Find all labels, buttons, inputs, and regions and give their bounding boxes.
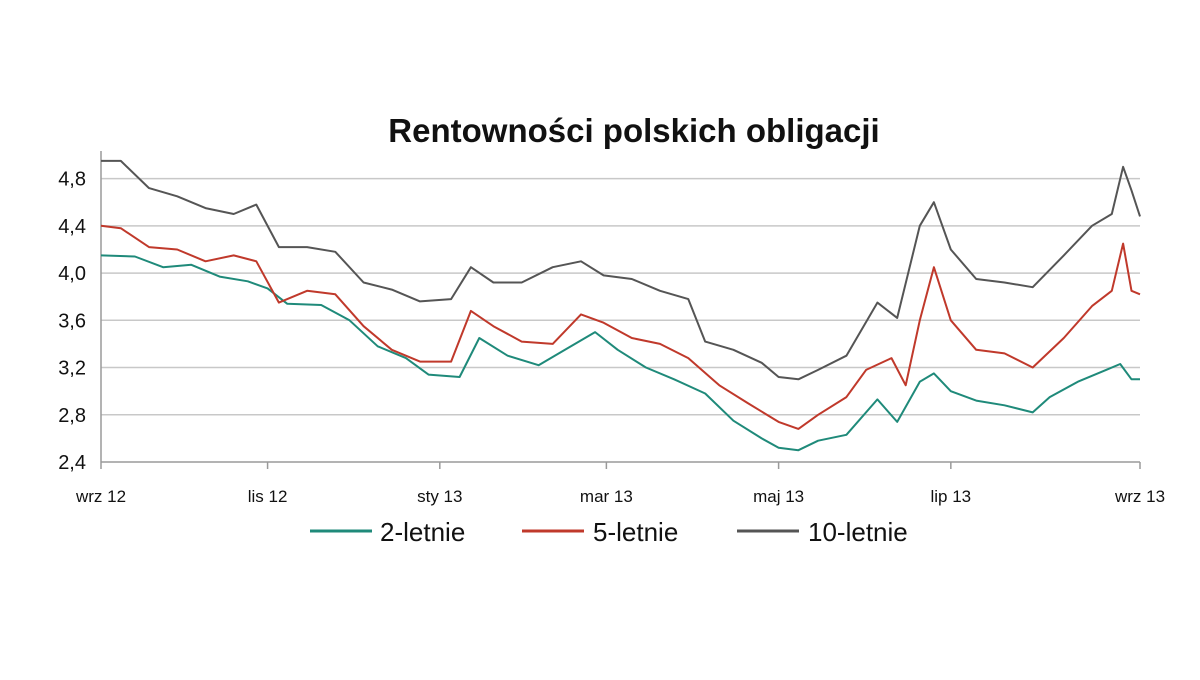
series-line-2-letnie (100, 254, 1140, 452)
x-tick-label: mar 13 (580, 487, 633, 506)
x-tick-label: maj 13 (753, 487, 804, 506)
y-tick-label: 4,0 (58, 263, 86, 285)
x-tick-label: sty 13 (417, 487, 462, 506)
x-tick-label: lis 12 (248, 487, 288, 506)
legend-label-5-letnie: 5-letnie (593, 517, 678, 547)
y-tick-label: 3,2 (58, 358, 86, 380)
series-line-10-letnie (101, 159, 1141, 381)
gridlines (101, 177, 1140, 416)
chart-title: Rentowności polskich obligacji (388, 112, 879, 149)
legend: 2-letnie 5-letnie 10-letnie (310, 517, 908, 547)
series-line-5-letnie (100, 224, 1141, 430)
y-tick-label: 3,6 (58, 310, 86, 332)
y-tick-label: 2,4 (58, 452, 86, 474)
x-tick-label: wrz 13 (1114, 487, 1165, 506)
legend-label-10-letnie: 10-letnie (808, 517, 908, 547)
x-tick-label: wrz 12 (75, 487, 126, 506)
x-tick-label: lip 13 (931, 487, 972, 506)
y-tick-label: 2,8 (58, 405, 86, 427)
axes: 2,4 2,8 3,2 3,6 4,0 4,4 4,8 wrz 12 lis 12 sty 13 m… (58, 151, 1165, 506)
legend-label-2-letnie: 2-letnie (380, 517, 465, 547)
series-lines (100, 159, 1141, 452)
y-tick-label: 4,8 (58, 169, 86, 191)
y-tick-label: 4,4 (58, 216, 86, 238)
